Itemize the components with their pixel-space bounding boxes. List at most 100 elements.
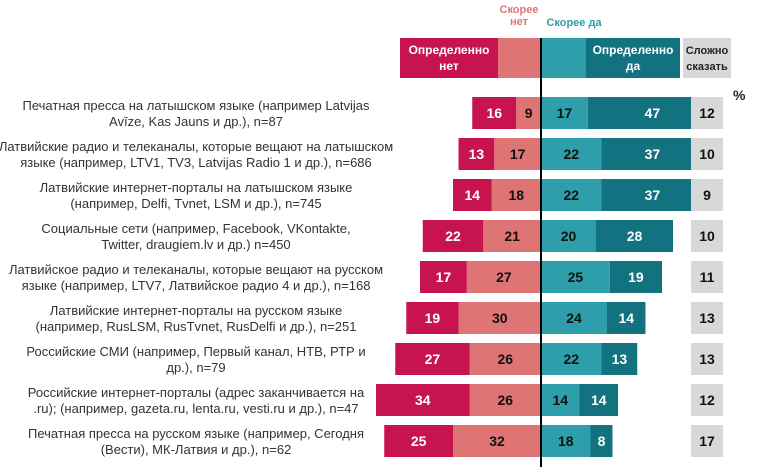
legend-def-yes-line1: Определенно: [593, 43, 674, 57]
value-def-yes: 37: [645, 146, 661, 162]
value-def-yes: 8: [598, 433, 606, 449]
value-rather-no: 32: [489, 433, 505, 449]
row-label-line1: Печатная пресса на русском языке (наприм…: [27, 426, 365, 441]
row-label-line1: Латвийские интернет-порталы на латышском…: [39, 180, 353, 195]
row-label-line1: Социальные сети (например, Facebook, VKo…: [41, 221, 351, 236]
row-label-line1: Печатная пресса на латышском языке (напр…: [22, 98, 370, 113]
row-label-line2: языке (например, LTV1, TV3, Latvijas Rad…: [20, 155, 372, 170]
bar-def-no: [395, 343, 470, 375]
bar-def-no: [406, 302, 459, 334]
legend-hard-line1: Сложно: [686, 45, 729, 57]
legend-rather-yes: Скорее да: [546, 17, 602, 29]
bar-def-yes: [601, 343, 638, 375]
value-rather-yes: 20: [561, 228, 577, 244]
value-def-yes: 47: [645, 105, 661, 121]
value-hard-to-say: 13: [699, 310, 715, 326]
value-rather-no: 21: [504, 228, 520, 244]
row-label-line2: (например, Delfi, Tvnet, LSM и др.), n=7…: [70, 196, 322, 211]
bar-hard-to-say: [691, 220, 723, 252]
value-def-yes: 37: [645, 187, 661, 203]
legend-def-no-line2: нет: [439, 59, 459, 73]
bar-hard-to-say: [691, 261, 723, 293]
bar-def-yes: [579, 384, 618, 416]
value-rather-yes: 14: [552, 392, 568, 408]
value-hard-to-say: 12: [699, 392, 715, 408]
row-label-line2: (Вести), МК-Латвия и др.), n=62: [100, 442, 292, 457]
legend-def-yes-line2: да: [626, 59, 641, 73]
value-def-no: 27: [425, 351, 441, 367]
row-label: Российские интернет-порталы (адрес закан…: [0, 385, 396, 417]
value-rather-yes: 18: [558, 433, 574, 449]
row-label-line1: Российские интернет-порталы (адрес закан…: [27, 385, 365, 400]
value-def-yes: 14: [591, 392, 607, 408]
bar-rather-yes: [541, 261, 610, 293]
bar-def-yes: [601, 179, 704, 211]
legend-rather-no-top: Скорее: [499, 4, 539, 16]
legend-rather-no-bottom: нет: [509, 16, 528, 28]
value-rather-no: 18: [508, 187, 524, 203]
value-rather-yes: 24: [566, 310, 582, 326]
bar-hard-to-say: [691, 138, 723, 170]
bar-def-no: [376, 384, 470, 416]
legend-rather-yes-box: [541, 38, 586, 78]
row-label-line1: Латвийские радио и телеканалы, которые в…: [0, 139, 394, 154]
row-label-line2: Twitter, draugiem.lv и др.) n=450: [101, 237, 291, 252]
bar-def-no: [384, 425, 453, 457]
bar-rather-yes: [541, 302, 607, 334]
legend-rather-no-box: [498, 38, 541, 78]
row-label: Российские СМИ (например, Первый канал, …: [0, 344, 396, 376]
value-rather-yes: 22: [563, 187, 579, 203]
row-label: Латвийские интернет-порталы на русском я…: [0, 303, 396, 335]
value-def-yes: 14: [618, 310, 634, 326]
value-rather-no: 26: [497, 351, 513, 367]
value-rather-no: 17: [510, 146, 526, 162]
row-label: Латвийское радио и телеканалы, которые в…: [0, 262, 396, 294]
row-label: Печатная пресса на латышском языке (напр…: [0, 98, 396, 130]
legend-rather-no: Скорее нет: [492, 4, 546, 28]
bar-hard-to-say: [691, 179, 723, 211]
legend-hard-line2: сказать: [686, 61, 728, 73]
value-def-no: 17: [436, 269, 452, 285]
bar-rather-no: [491, 179, 541, 211]
bar-rather-yes: [541, 384, 580, 416]
bar-def-no: [458, 138, 495, 170]
bar-hard-to-say: [691, 343, 723, 375]
bar-def-yes: [607, 302, 646, 334]
value-def-yes: 28: [627, 228, 643, 244]
row-label-line2: языке (например, LTV7, Латвийское радио …: [21, 278, 371, 293]
row-label-line2: др.), n=79: [166, 360, 226, 375]
legend-hard-box: [683, 38, 731, 78]
bar-rather-yes: [541, 138, 602, 170]
bar-rather-no: [494, 138, 541, 170]
value-def-no: 13: [469, 146, 485, 162]
row-label-line2: (например, RusLSM, RusTvnet, RusDelfi и …: [35, 319, 357, 334]
bar-hard-to-say: [691, 425, 723, 457]
bar-rather-no: [483, 220, 541, 252]
value-rather-no: 27: [496, 269, 512, 285]
value-def-yes: 19: [628, 269, 644, 285]
value-hard-to-say: 9: [703, 187, 711, 203]
value-hard-to-say: 10: [699, 228, 715, 244]
row-label-line2: .ru); (например, gazeta.ru, lenta.ru, ve…: [33, 401, 359, 416]
bar-rather-no: [469, 384, 541, 416]
bar-def-no: [420, 261, 467, 293]
bar-rather-no: [458, 302, 541, 334]
bar-def-yes: [609, 261, 662, 293]
row-label-line1: Латвийское радио и телеканалы, которые в…: [8, 262, 384, 277]
row-label-line1: Латвийские интернет-порталы на русском я…: [49, 303, 343, 318]
bar-def-no: [453, 179, 492, 211]
value-hard-to-say: 17: [699, 433, 715, 449]
value-rather-yes: 22: [563, 351, 579, 367]
bar-hard-to-say: [691, 302, 723, 334]
bar-rather-no: [453, 425, 541, 457]
row-label: Латвийские интернет-порталы на латышском…: [0, 180, 396, 212]
bar-hard-to-say: [691, 384, 723, 416]
bar-rather-yes: [541, 97, 588, 129]
legend-def-no-line1: Определенно: [409, 43, 490, 57]
row-label-line1: Российские СМИ (например, Первый канал, …: [26, 344, 366, 359]
value-rather-yes: 22: [563, 146, 579, 162]
value-hard-to-say: 13: [699, 351, 715, 367]
bar-rather-yes: [541, 220, 596, 252]
value-rather-no: 26: [497, 392, 513, 408]
